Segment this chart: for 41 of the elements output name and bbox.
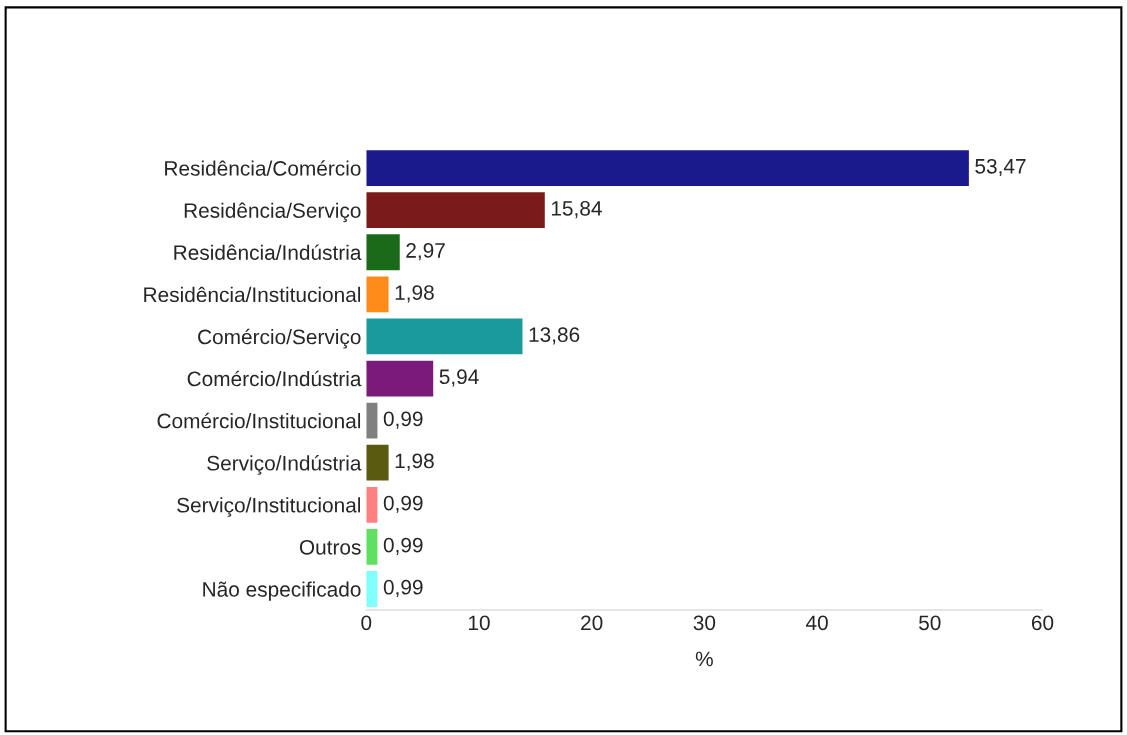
bar — [366, 486, 378, 523]
x-tick-label: 40 — [805, 615, 828, 631]
data-label: 5,94 — [439, 369, 479, 387]
data-label: 2,97 — [406, 243, 445, 261]
y-tick-label: Comércio/Institucional — [157, 412, 361, 429]
data-label: 15,84 — [551, 200, 602, 219]
y-tick-label: Não especificado — [203, 581, 361, 601]
data-label: 1,98 — [395, 453, 434, 471]
data-label: 0,99 — [383, 411, 423, 429]
data-label: 13,86 — [529, 327, 580, 345]
data-label: 1,98 — [395, 285, 434, 303]
bar — [366, 318, 523, 355]
bar — [366, 571, 378, 607]
data-label: 0,99 — [383, 495, 423, 513]
bar — [366, 444, 389, 481]
y-tick-label: Residência/Indústria — [174, 244, 362, 260]
bar — [366, 150, 969, 186]
data-label: 0,99 — [383, 537, 423, 555]
x-tick-label: 30 — [693, 615, 716, 631]
x-tick-label: 20 — [581, 615, 603, 631]
y-tick-label: Serviço/Institucional — [177, 497, 361, 517]
x-tick-label: 0 — [361, 615, 372, 631]
bar — [366, 276, 389, 313]
bar — [366, 360, 434, 397]
y-tick-label: Outros — [299, 539, 361, 555]
bar — [366, 402, 378, 439]
y-tick-label: Comércio/Serviço — [198, 328, 361, 349]
x-tick-label: 50 — [919, 615, 941, 631]
y-tick-label: Serviço/Indústria — [207, 455, 362, 475]
y-tick-label: Residência/Comércio — [165, 160, 361, 176]
bar — [366, 234, 400, 271]
bar — [366, 192, 545, 229]
y-tick-label: Comércio/Indústria — [187, 370, 362, 387]
x-tick-label: 60 — [1031, 615, 1054, 631]
data-label: 0,99 — [383, 579, 423, 598]
x-tick-label: 10 — [468, 615, 490, 631]
y-tick-label: Residência/Serviço — [184, 202, 361, 223]
bar — [366, 529, 378, 565]
data-label: 53,47 — [975, 158, 1026, 177]
y-tick-label: Residência/Institucional — [144, 286, 361, 303]
x-axis-title: % — [695, 651, 713, 667]
